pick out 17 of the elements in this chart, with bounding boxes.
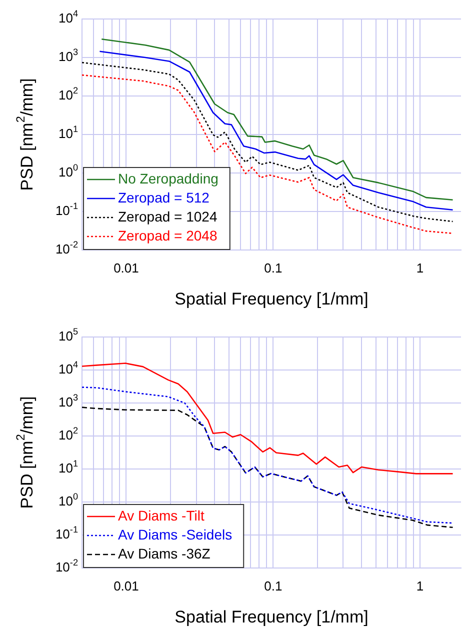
legend-label: Zeropad = 512 xyxy=(118,189,210,206)
legend-label: Av Diams -Tilt xyxy=(118,507,204,524)
legend-label: Zeropad = 2048 xyxy=(118,227,218,244)
x-tick-label: 0.01 xyxy=(114,260,139,276)
x-axis-title: Spatial Frequency [1/mm] xyxy=(174,608,368,627)
x-tick-label: 1 xyxy=(416,578,424,594)
y-axis-title: PSD [nm2/mm] xyxy=(13,396,37,509)
legend-label: Zeropad = 1024 xyxy=(118,208,218,224)
legend-label: Av Diams -36Z xyxy=(118,545,211,562)
x-tick-label: 1 xyxy=(416,260,424,276)
x-tick-label: 0.1 xyxy=(264,260,282,276)
x-tick-label: 0.1 xyxy=(264,578,282,594)
x-tick-label: 0.01 xyxy=(114,578,139,594)
legend-label: Av Diams -Seidels xyxy=(118,526,232,542)
y-axis-title: PSD [nm2/mm] xyxy=(13,78,37,191)
legend-label: No Zeropadding xyxy=(118,170,218,186)
x-axis-title: Spatial Frequency [1/mm] xyxy=(174,290,368,309)
